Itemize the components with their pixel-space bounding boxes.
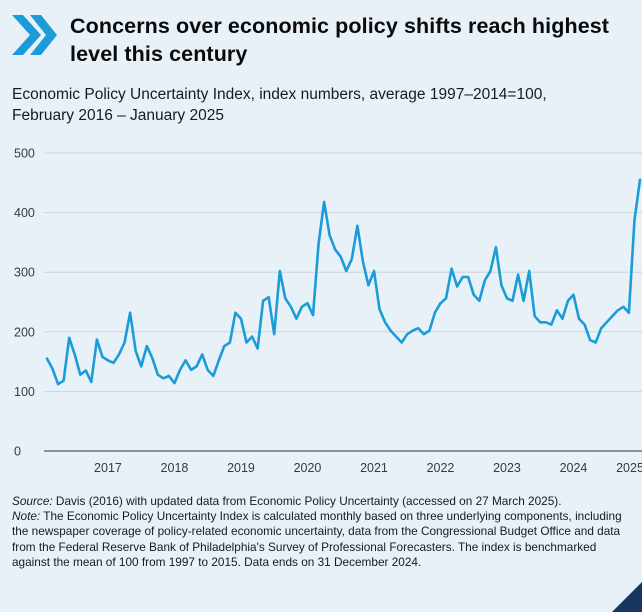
page-root: Concerns over economic policy shifts rea… xyxy=(10,12,642,571)
epu-line-chart: 0 100 200 300 400 500 2017 2018 2019 2020 2021 2022… xyxy=(10,133,642,490)
svg-text:2024: 2024 xyxy=(560,461,588,475)
svg-text:400: 400 xyxy=(14,206,35,220)
note-label: Note: xyxy=(12,508,41,523)
source-text: Davis (2016) with updated data from Econ… xyxy=(52,493,562,508)
svg-text:100: 100 xyxy=(14,384,35,398)
page-title: Concerns over economic policy shifts rea… xyxy=(70,14,610,67)
svg-text:2023: 2023 xyxy=(493,461,521,475)
svg-text:300: 300 xyxy=(14,265,35,279)
double-chevron-right-icon xyxy=(10,12,58,58)
chart-canvas: 0 100 200 300 400 500 2017 2018 2019 2020 2021 2022… xyxy=(14,146,642,475)
svg-text:500: 500 xyxy=(14,146,35,160)
svg-text:200: 200 xyxy=(14,325,35,339)
footer-notes: Source: Davis (2016) with updated data f… xyxy=(12,494,632,571)
svg-text:2017: 2017 xyxy=(94,461,122,475)
header: Concerns over economic policy shifts rea… xyxy=(10,12,632,69)
methodology-note: Note: The Economic Policy Uncertainty In… xyxy=(12,509,632,570)
svg-text:2022: 2022 xyxy=(427,461,455,475)
svg-text:2020: 2020 xyxy=(294,461,322,475)
source-label: Source: xyxy=(12,493,53,508)
svg-text:2019: 2019 xyxy=(227,461,255,475)
svg-text:2025: 2025 xyxy=(616,461,642,475)
svg-text:2021: 2021 xyxy=(360,461,388,475)
note-text: The Economic Policy Uncertainty Index is… xyxy=(12,508,622,569)
corner-triangle-decoration xyxy=(612,582,642,612)
svg-text:0: 0 xyxy=(14,444,21,458)
source-note: Source: Davis (2016) with updated data f… xyxy=(12,494,632,509)
svg-text:2018: 2018 xyxy=(161,461,189,475)
chart-subtitle: Economic Policy Uncertainty Index, index… xyxy=(12,85,547,124)
